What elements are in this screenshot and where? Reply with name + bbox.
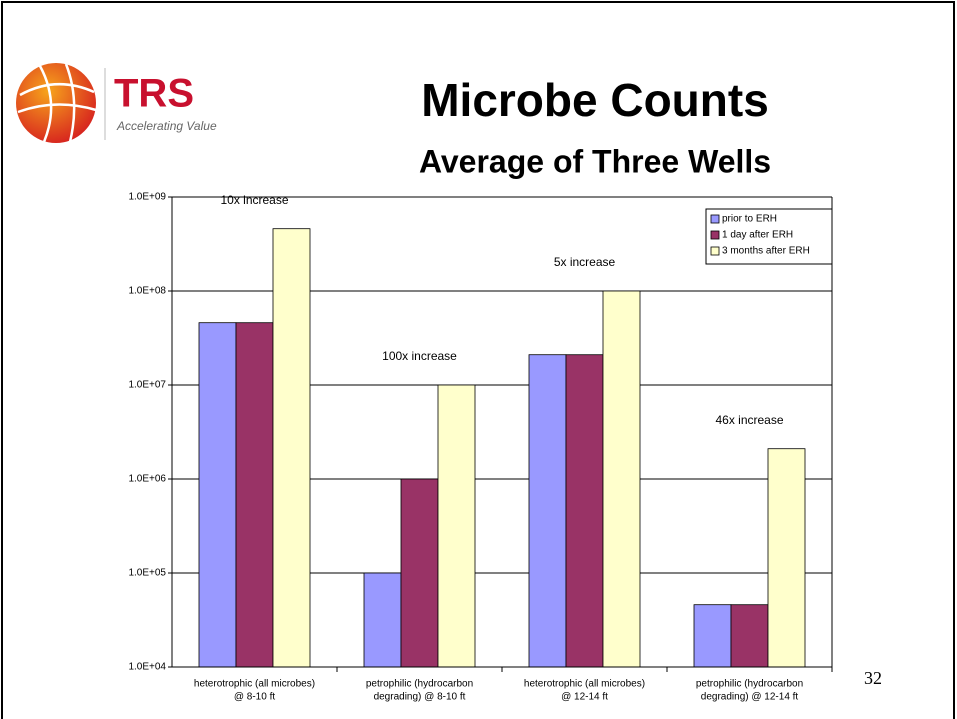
bar — [235, 322, 274, 668]
bar — [198, 322, 237, 668]
logo-tagline: Accelerating Value — [116, 119, 217, 133]
x-tick-label: heterotrophic (all microbes) — [194, 679, 315, 690]
legend-label: 1 day after ERH — [722, 230, 793, 241]
annotation: 100x increase — [382, 349, 457, 363]
bar — [437, 384, 476, 668]
x-tick-label: @ 12-14 ft — [561, 692, 608, 703]
legend-label: prior to ERH — [722, 214, 777, 225]
legend-swatch — [710, 214, 720, 224]
y-tick-label: 1.0E+06 — [128, 474, 166, 485]
bar — [602, 290, 641, 668]
bar — [693, 604, 732, 668]
bar — [363, 572, 402, 668]
x-tick-label: heterotrophic (all microbes) — [524, 679, 645, 690]
y-tick-label: 1.0E+05 — [128, 568, 166, 579]
y-tick-label: 1.0E+07 — [128, 380, 166, 391]
bar — [528, 354, 567, 668]
annotation: 46x increase — [715, 413, 783, 427]
annotation: 10x increase — [220, 193, 288, 207]
bar — [400, 478, 439, 668]
bar — [272, 228, 311, 668]
bar — [767, 448, 806, 668]
bar — [565, 354, 604, 668]
x-tick-label: @ 8-10 ft — [234, 692, 276, 703]
bar — [730, 604, 769, 668]
legend-swatch — [710, 246, 720, 256]
legend-label: 3 months after ERH — [722, 246, 810, 257]
legend-box — [705, 208, 833, 265]
logo-lines — [17, 63, 97, 143]
chart-title: Microbe Counts — [421, 74, 769, 126]
annotation: 5x increase — [554, 255, 616, 269]
logo-globe — [16, 63, 96, 143]
y-tick-label: 1.0E+04 — [128, 662, 166, 673]
legend-swatch — [710, 230, 720, 240]
logo-name: TRS — [114, 72, 194, 116]
logo: TRS Accelerating Value — [16, 63, 217, 143]
x-tick-label: petrophilic (hydrocarbon — [366, 679, 473, 690]
chart-subtitle: Average of Three Wells — [419, 143, 771, 179]
x-tick-label: degrading) @ 8-10 ft — [374, 692, 466, 703]
x-tick-label: degrading) @ 12-14 ft — [701, 692, 799, 703]
x-tick-label: petrophilic (hydrocarbon — [696, 679, 803, 690]
y-tick-label: 1.0E+08 — [128, 286, 166, 297]
y-tick-label: 1.0E+09 — [128, 192, 166, 203]
page-number: 32 — [864, 668, 882, 688]
